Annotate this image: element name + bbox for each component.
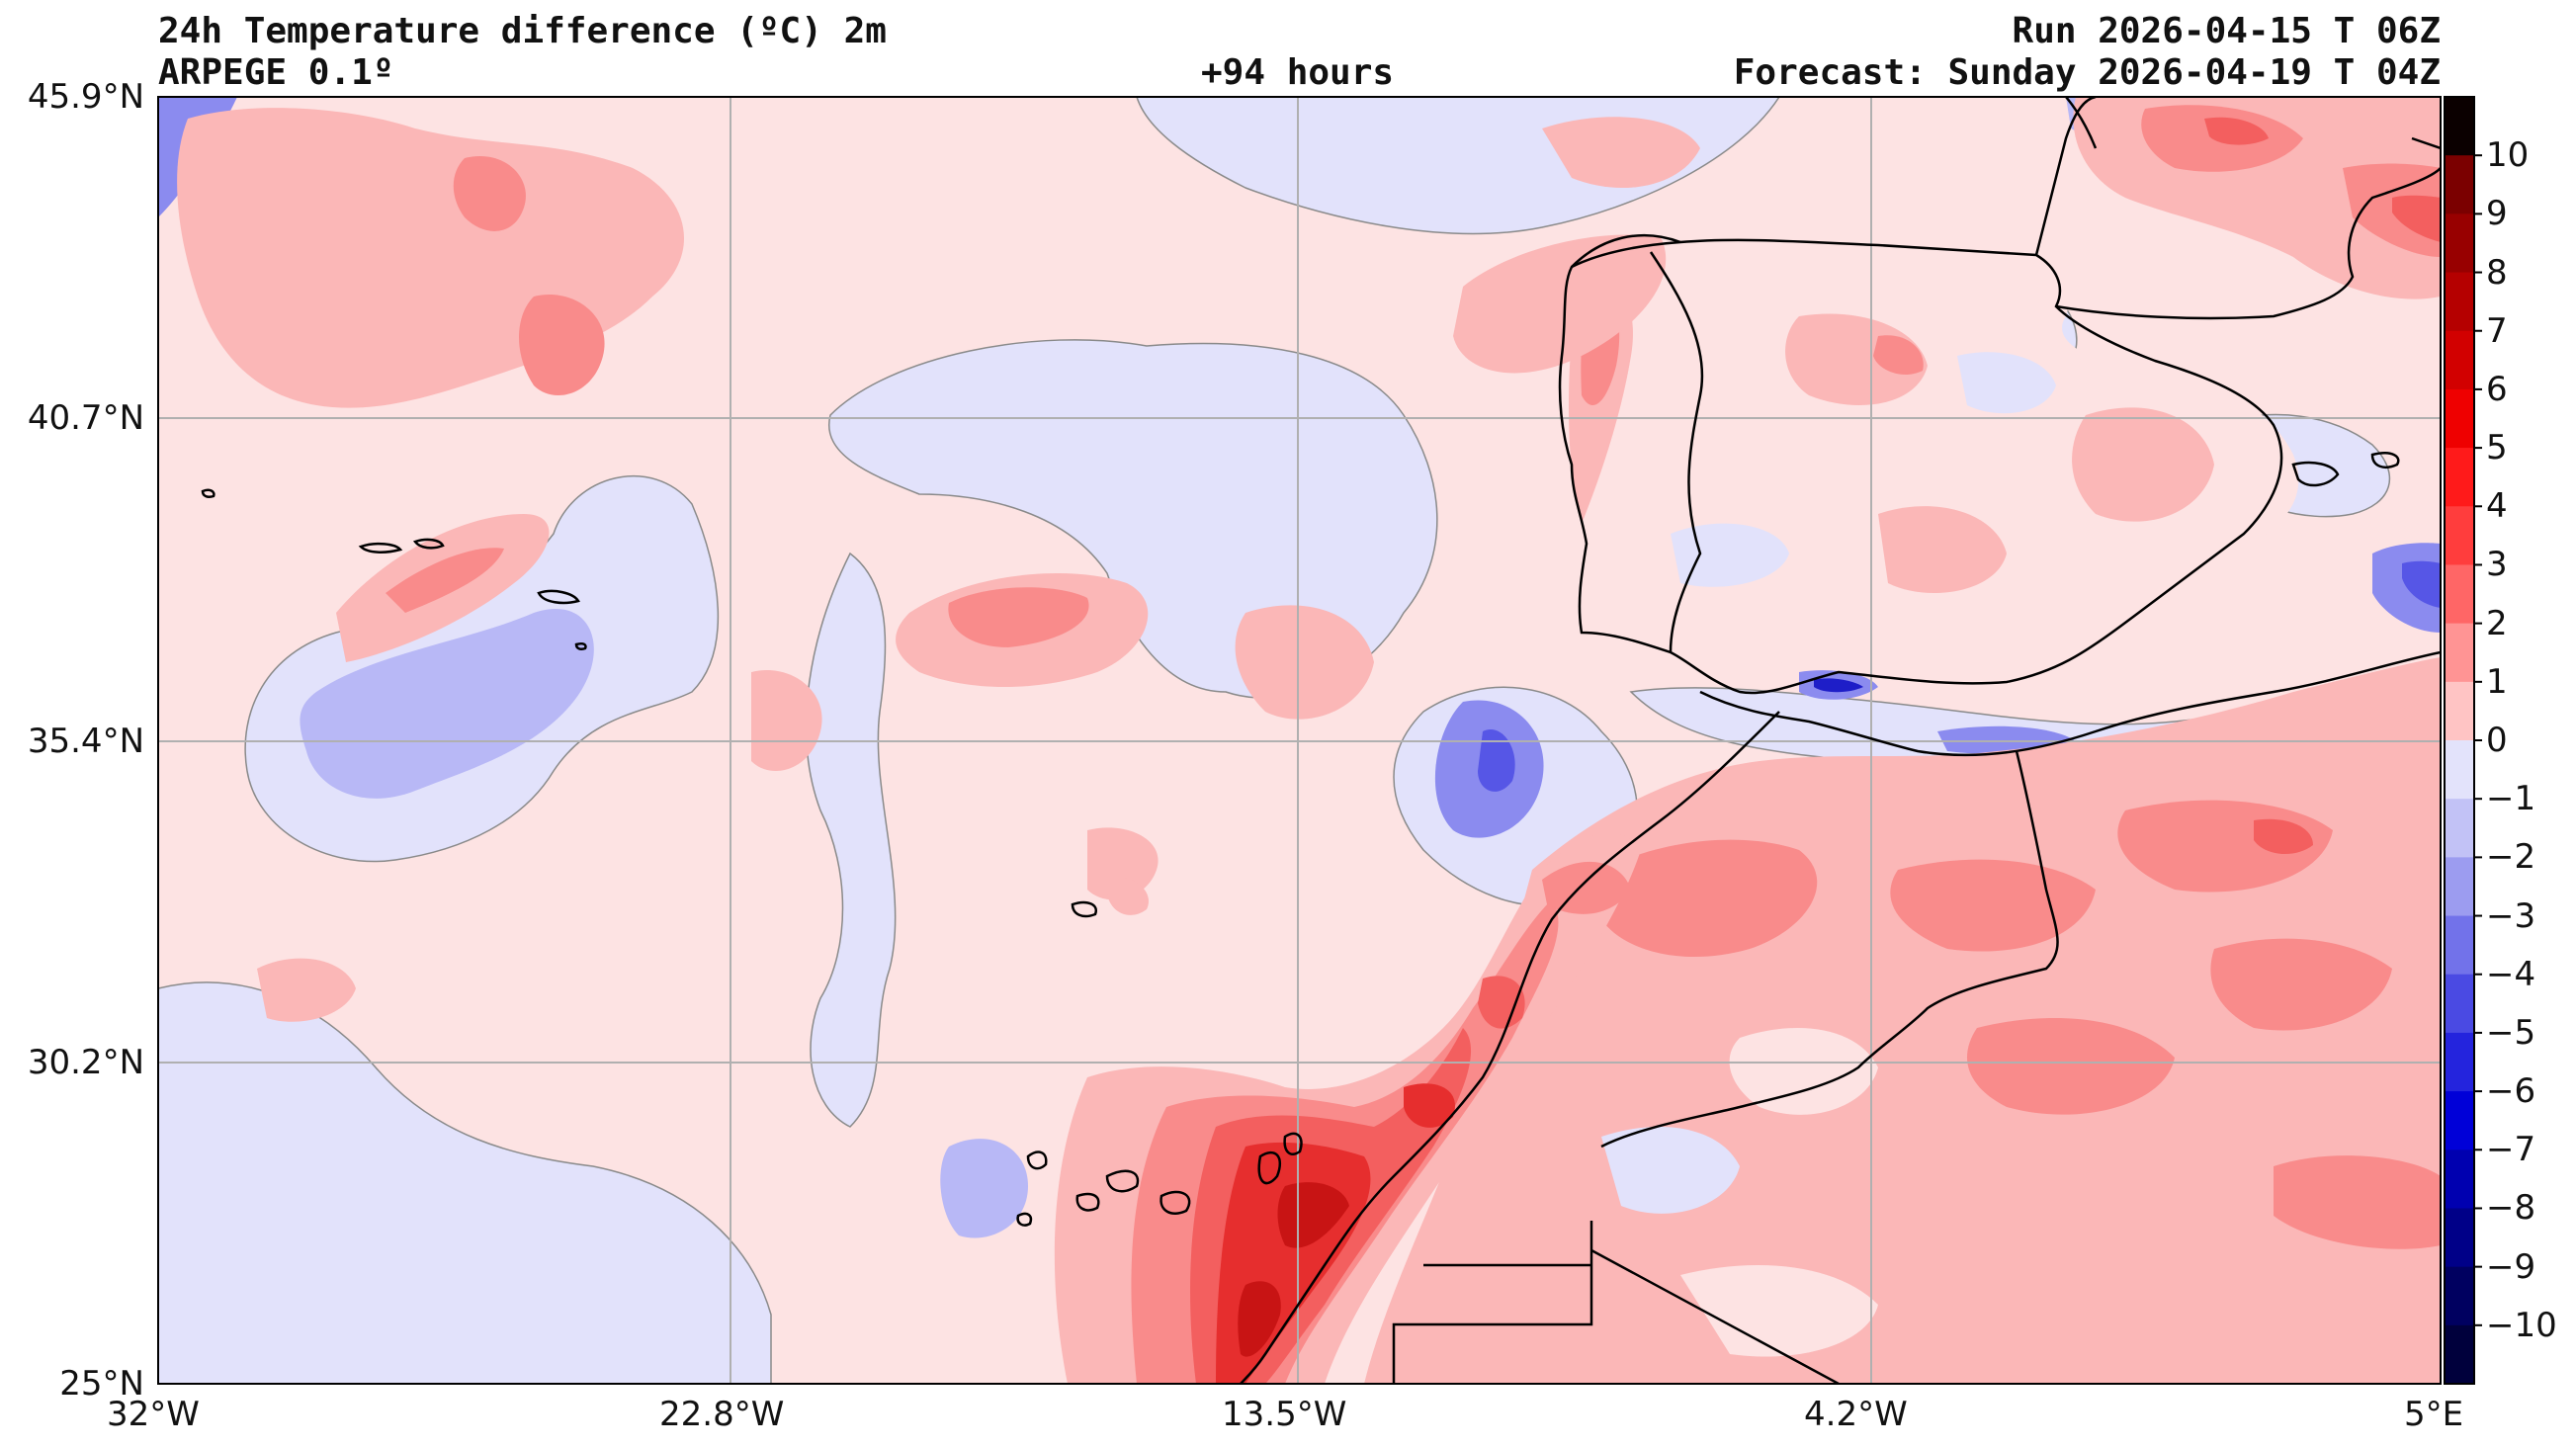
colorbar-tick-label: 1	[2486, 661, 2508, 702]
colorbar-swatch	[2445, 1208, 2474, 1268]
colorbar-swatch	[2445, 799, 2474, 858]
colorbar-tick-label: −2	[2486, 837, 2536, 878]
chart-title: 24h Temperature difference (ºC) 2m	[158, 11, 887, 51]
colorbar-swatch	[2445, 740, 2474, 800]
colorbar-tick-label: −10	[2486, 1305, 2557, 1345]
warm-anomalies	[177, 108, 1374, 1022]
map-frame	[157, 96, 2442, 1385]
colorbar-tick-label: 3	[2486, 545, 2508, 585]
lon-label-5e: 5°E	[2404, 1395, 2464, 1434]
colorbar-tick-label: 2	[2486, 603, 2508, 643]
colorbar	[2445, 97, 2482, 1385]
lon-label-32w: 32°W	[107, 1395, 200, 1434]
colorbar-tick-label: −1	[2486, 779, 2536, 819]
colorbar-tick-label: 7	[2486, 310, 2508, 351]
colorbar-swatch	[2445, 1266, 2474, 1326]
colorbar-swatch	[2445, 448, 2474, 507]
coastlines	[201, 97, 2441, 1384]
colorbar-tick-label: 8	[2486, 252, 2508, 293]
colorbar-tick-label: 5	[2486, 428, 2508, 468]
colorbar-swatch	[2445, 213, 2474, 274]
colorbar-swatch	[2445, 564, 2474, 625]
colorbar-swatch	[2445, 681, 2474, 741]
colorbar-frame	[2444, 96, 2475, 1385]
colorbar-tick-label: 0	[2486, 721, 2508, 760]
colorbar-tick-label: −3	[2486, 895, 2536, 936]
colorbar-tick-label: −5	[2486, 1012, 2536, 1053]
colorbar-tick-label: −4	[2486, 954, 2536, 994]
colorbar-tick-label: 9	[2486, 194, 2508, 234]
colorbar-tick-label: 10	[2486, 135, 2530, 176]
colorbar-tick-label: −9	[2486, 1246, 2536, 1287]
colorbar-swatch	[2445, 330, 2474, 390]
lon-label-22-8w: 22.8°W	[659, 1395, 785, 1434]
colorbar-tick-label: −6	[2486, 1071, 2536, 1112]
lat-label-35-4: 35.4°N	[27, 722, 144, 761]
model-label: ARPEGE 0.1º	[158, 52, 394, 93]
colorbar-swatch	[2445, 388, 2474, 449]
colorbar-swatch	[2445, 1324, 2474, 1385]
lat-label-30-2: 30.2°N	[27, 1043, 144, 1082]
africa-temperature	[1364, 657, 2441, 1384]
lon-label-4-2w: 4.2°W	[1804, 1395, 1908, 1434]
colorbar-swatch	[2445, 506, 2474, 565]
lon-label-13-5w: 13.5°W	[1222, 1395, 1347, 1434]
map-plot-area	[158, 97, 2441, 1384]
colorbar-swatch	[2445, 97, 2474, 156]
lat-label-40-7: 40.7°N	[27, 398, 144, 438]
colorbar-tick-label: 4	[2486, 486, 2508, 527]
colorbar-swatch	[2445, 155, 2474, 214]
colorbar-swatch	[2445, 623, 2474, 683]
colorbar-tick-label: −7	[2486, 1130, 2536, 1170]
colorbar-swatch	[2445, 1032, 2474, 1092]
lat-label-45-9: 45.9°N	[27, 77, 144, 117]
colorbar-tick-label: −8	[2486, 1188, 2536, 1229]
colorbar-tick-label: 6	[2486, 369, 2508, 409]
graticule	[158, 97, 2441, 1384]
coastal-hot-band	[1054, 832, 1641, 1384]
colorbar-swatch	[2445, 1150, 2474, 1209]
forecast-label: Forecast: Sunday 2026-04-19 T 04Z	[1733, 52, 2441, 93]
colorbar-swatch	[2445, 272, 2474, 332]
lat-label-25: 25°N	[59, 1364, 144, 1404]
colorbar-swatch	[2445, 1091, 2474, 1150]
colorbar-swatch	[2445, 857, 2474, 917]
iberia-temperature	[1560, 233, 2299, 682]
colorbar-swatch	[2445, 915, 2474, 976]
colorbar-swatch	[2445, 974, 2474, 1034]
lead-time-label: +94 hours	[1201, 52, 1395, 93]
run-label: Run 2026-04-15 T 06Z	[2012, 11, 2441, 51]
